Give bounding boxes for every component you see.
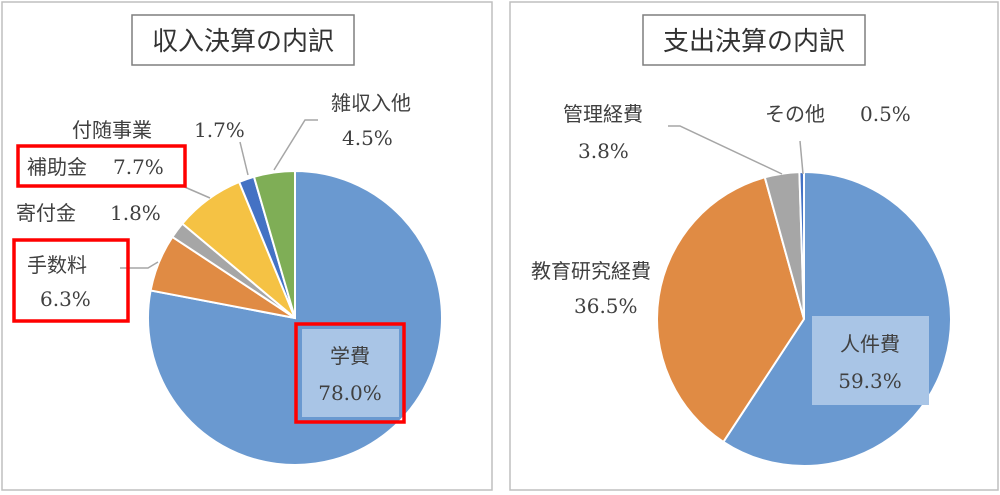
income-label-subsidy-name: 補助金 — [27, 155, 87, 179]
income-label-donation-value: 1.8% — [110, 201, 161, 225]
income-label-misc: 雑収入他 4.5% — [331, 91, 411, 150]
expense-label-personnel-bg — [812, 316, 929, 405]
income-slice-misc — [252, 169, 296, 319]
expense-label-education-name: 教育研究経費 — [531, 259, 651, 283]
expense-slice-other — [798, 170, 805, 320]
expense-label-personnel: 人件費 59.3% — [812, 316, 929, 405]
income-label-donation: 寄付金 1.8% — [16, 201, 161, 225]
income-label-ancillary-value: 1.7% — [194, 118, 245, 142]
income-label-tuition-name: 学費 — [330, 344, 370, 368]
expense-title-box — [642, 14, 866, 66]
expense-label-other: その他 0.5% — [765, 102, 911, 126]
expense-leader-other — [799, 140, 804, 175]
expense-chart-panel: 支出決算の内訳 その他 0.5% 管理経費 3.8% 教育研究経費 36.5% … — [509, 1, 999, 491]
income-label-ancillary-name: 付随事業 — [72, 118, 152, 142]
expense-label-other-value: 0.5% — [860, 102, 911, 126]
income-label-subsidy-value: 7.7% — [113, 155, 164, 179]
income-leader-ancillary — [239, 141, 249, 176]
expense-label-admin-value: 3.8% — [578, 139, 629, 163]
income-label-fees-value: 6.3% — [40, 287, 91, 311]
income-label-ancillary: 付随事業 1.7% — [72, 118, 245, 142]
highlight-box-tuition — [294, 322, 406, 424]
expense-label-education-value: 36.5% — [574, 294, 638, 318]
expense-label-admin-name: 管理経費 — [563, 102, 643, 126]
expense-label-admin: 管理経費 3.8% — [563, 102, 643, 163]
income-title-box — [131, 14, 355, 66]
highlight-box-fees — [12, 238, 130, 323]
income-label-misc-value: 4.5% — [342, 126, 393, 150]
expense-label-personnel-name: 人件費 — [840, 332, 900, 356]
expense-label-other-name: その他 — [765, 102, 825, 126]
income-label-tuition: 学費 78.0% — [302, 329, 399, 417]
income-label-donation-name: 寄付金 — [16, 201, 76, 225]
income-label-fees: 手数料 6.3% — [27, 253, 91, 311]
income-label-misc-name: 雑収入他 — [331, 91, 411, 115]
expense-leader-admin — [668, 125, 783, 175]
income-chart-title: 収入決算の内訳 — [152, 27, 334, 57]
expense-label-personnel-value: 59.3% — [838, 369, 902, 393]
highlight-box-subsidy — [16, 144, 187, 188]
expense-slice-education — [656, 176, 806, 444]
expense-label-education: 教育研究経費 36.5% — [531, 259, 651, 318]
income-chart-panel: 収入決算の内訳 雑収入他 4.5% 付随事業 1.7% 補助金 7.7% 寄付金… — [1, 1, 493, 491]
income-label-tuition-value: 78.0% — [318, 381, 382, 405]
income-leader-misc — [273, 119, 318, 171]
income-label-fees-name: 手数料 — [27, 253, 87, 277]
income-label-subsidy: 補助金 7.7% — [27, 155, 164, 179]
income-label-tuition-bg — [302, 329, 399, 417]
expense-chart-title: 支出決算の内訳 — [663, 27, 845, 57]
